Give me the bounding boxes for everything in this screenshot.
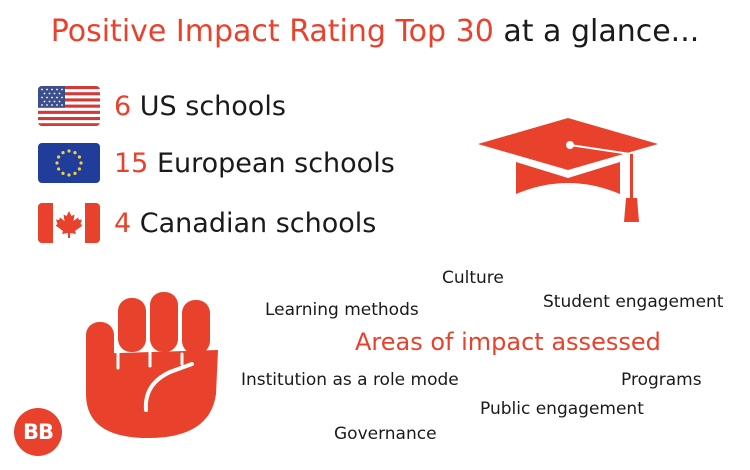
- area-item: Public engagement: [480, 399, 644, 419]
- eu-flag-icon: [38, 143, 100, 183]
- title-accent: Positive Impact Rating Top 30: [50, 14, 494, 49]
- bb-logo: BB: [14, 408, 62, 456]
- school-count-eu: 15 European schools: [38, 143, 395, 183]
- area-item: Programs: [621, 370, 702, 390]
- school-label-canada: 4 Canadian schools: [114, 208, 376, 239]
- school-count-number: 15: [114, 147, 149, 179]
- us-flag-icon: [38, 86, 100, 126]
- school-count-canada: 4 Canadian schools: [38, 203, 376, 243]
- title-rest: at a glance...: [503, 14, 700, 49]
- page-title: Positive Impact Rating Top 30 at a glanc…: [0, 14, 750, 49]
- canada-flag-icon: [38, 203, 100, 243]
- area-item: Culture: [442, 268, 504, 288]
- area-item: Institution as a role mode: [241, 370, 459, 390]
- graduation-cap-icon: [478, 118, 658, 222]
- school-count-number: 6: [114, 90, 132, 122]
- raised-fist-icon: [86, 292, 218, 438]
- school-count-number: 4: [114, 207, 132, 239]
- school-count-text: US schools: [139, 90, 286, 122]
- areas-heading: Areas of impact assessed: [355, 328, 661, 356]
- area-item: Governance: [334, 424, 437, 444]
- school-label-eu: 15 European schools: [114, 148, 395, 179]
- school-label-us: 6 US schools: [114, 91, 286, 122]
- school-count-text: Canadian schools: [139, 207, 377, 239]
- school-count-text: European schools: [156, 147, 395, 179]
- area-item: Student engagement: [543, 292, 724, 312]
- school-count-us: 6 US schools: [38, 86, 286, 126]
- area-item: Learning methods: [265, 300, 419, 320]
